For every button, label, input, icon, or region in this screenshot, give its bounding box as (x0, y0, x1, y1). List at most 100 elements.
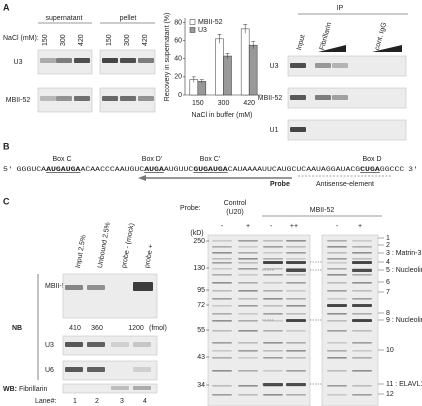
row-label: MBII-52 (258, 95, 283, 102)
gel-band (238, 370, 258, 372)
x-tick-label: 150 (192, 100, 204, 107)
band-label: 9 : Nucleolin (386, 317, 422, 324)
gel-band (315, 95, 331, 100)
bar (223, 55, 232, 96)
gel-band (327, 370, 347, 372)
band-label: 10 (386, 347, 394, 354)
gel-band (212, 313, 232, 315)
kd-label: 43 (197, 354, 205, 361)
lane-number: 1 (73, 398, 77, 405)
lane-label: 420 (78, 34, 85, 46)
gel-band (212, 320, 232, 322)
lane-number: 2 (95, 398, 99, 405)
amount: 360 (91, 325, 103, 332)
gel-band (212, 394, 232, 396)
row-label: MBII-52 (6, 97, 31, 104)
panel-label: A (3, 2, 10, 12)
header: pellet (120, 15, 137, 22)
kd-label: 130 (193, 265, 205, 272)
gel-band (290, 95, 306, 100)
gel-band (286, 269, 306, 272)
box-label: Box C' (200, 156, 220, 163)
gel-band (263, 370, 283, 372)
gel-band (212, 282, 232, 284)
sequence: 5' GGGUCA AUGAUGA ACAACCCAAUGUC AUGA AUGUUC GU… (3, 166, 418, 173)
lane-sign: + (246, 223, 250, 230)
gel-band (65, 367, 83, 372)
gel-band (332, 95, 348, 100)
gel-band (212, 342, 232, 344)
sequence-segment: AUGAUGA (46, 166, 81, 173)
gel-band (74, 96, 90, 101)
gel-band (286, 261, 306, 264)
panel-label: C (3, 196, 10, 206)
bar (240, 28, 250, 96)
box-label: Box D' (142, 156, 162, 163)
gel-band (263, 252, 283, 254)
gel-band (212, 370, 232, 372)
gel-band (352, 304, 372, 307)
band-label: 3 : Matrin-3 (386, 250, 422, 257)
amount: 410 (69, 325, 81, 332)
lane-sign: - (221, 223, 224, 230)
gel-band (352, 385, 372, 387)
gel-band (286, 246, 306, 248)
legend-label: U3 (198, 27, 207, 34)
gel-band (238, 394, 258, 396)
band-label: 11 : ELAVL1 / SNRPA (386, 381, 422, 388)
gel-band (65, 342, 83, 347)
gel-band (133, 386, 151, 390)
lane-label: 150 (42, 34, 49, 46)
ip-title: IP (337, 5, 344, 12)
gel-band (352, 350, 372, 352)
kd-unit: (kD) (190, 230, 203, 237)
gel-band (352, 342, 372, 344)
gel-band (352, 357, 372, 359)
gel (287, 55, 407, 77)
row-label: U1 (270, 127, 279, 134)
gel-band (352, 298, 372, 300)
gel-band (56, 58, 72, 63)
gel-band (327, 290, 347, 292)
gel (62, 273, 158, 319)
bar (248, 44, 258, 96)
gel-band (327, 262, 347, 264)
x-tick-label: 420 (243, 100, 255, 107)
gel-band (263, 298, 283, 300)
sequence-segment: AUGA (144, 166, 164, 173)
lane-label: 300 (124, 34, 131, 46)
gel-band (133, 282, 153, 291)
gel-band (263, 330, 283, 332)
band-label: 12 (386, 391, 394, 398)
band-label: 6 (386, 279, 390, 286)
error-bar (217, 34, 222, 44)
gel-band (212, 350, 232, 352)
band-label: 1 (386, 235, 390, 242)
lane-label: probe + (144, 244, 155, 269)
probe-label: Probe (270, 181, 290, 188)
gel-band (238, 350, 258, 352)
gel-band (332, 63, 348, 68)
gel-band (352, 319, 372, 322)
y-tick-label: 0 (178, 92, 182, 99)
gel-band (238, 252, 258, 254)
amount: 1200 (128, 325, 144, 332)
gel-band (327, 320, 347, 322)
gel-band (87, 367, 105, 372)
y-tick-label: 60 (174, 37, 182, 44)
lane-label: probe - (mock) (121, 223, 136, 269)
gel-band (327, 268, 347, 270)
gel-band (212, 330, 232, 332)
gel-band (133, 342, 151, 347)
probe-label: Probe: (180, 205, 201, 212)
gel-band (327, 350, 347, 352)
gel-band (263, 357, 283, 359)
gel-band (40, 58, 56, 63)
band-label: 8 (386, 310, 390, 317)
gel-band (327, 394, 347, 396)
sequence-segment: CUGA (360, 166, 380, 173)
gel (62, 360, 158, 381)
gel-band (238, 313, 258, 315)
gel-band (286, 350, 306, 352)
gel-band (352, 282, 372, 284)
